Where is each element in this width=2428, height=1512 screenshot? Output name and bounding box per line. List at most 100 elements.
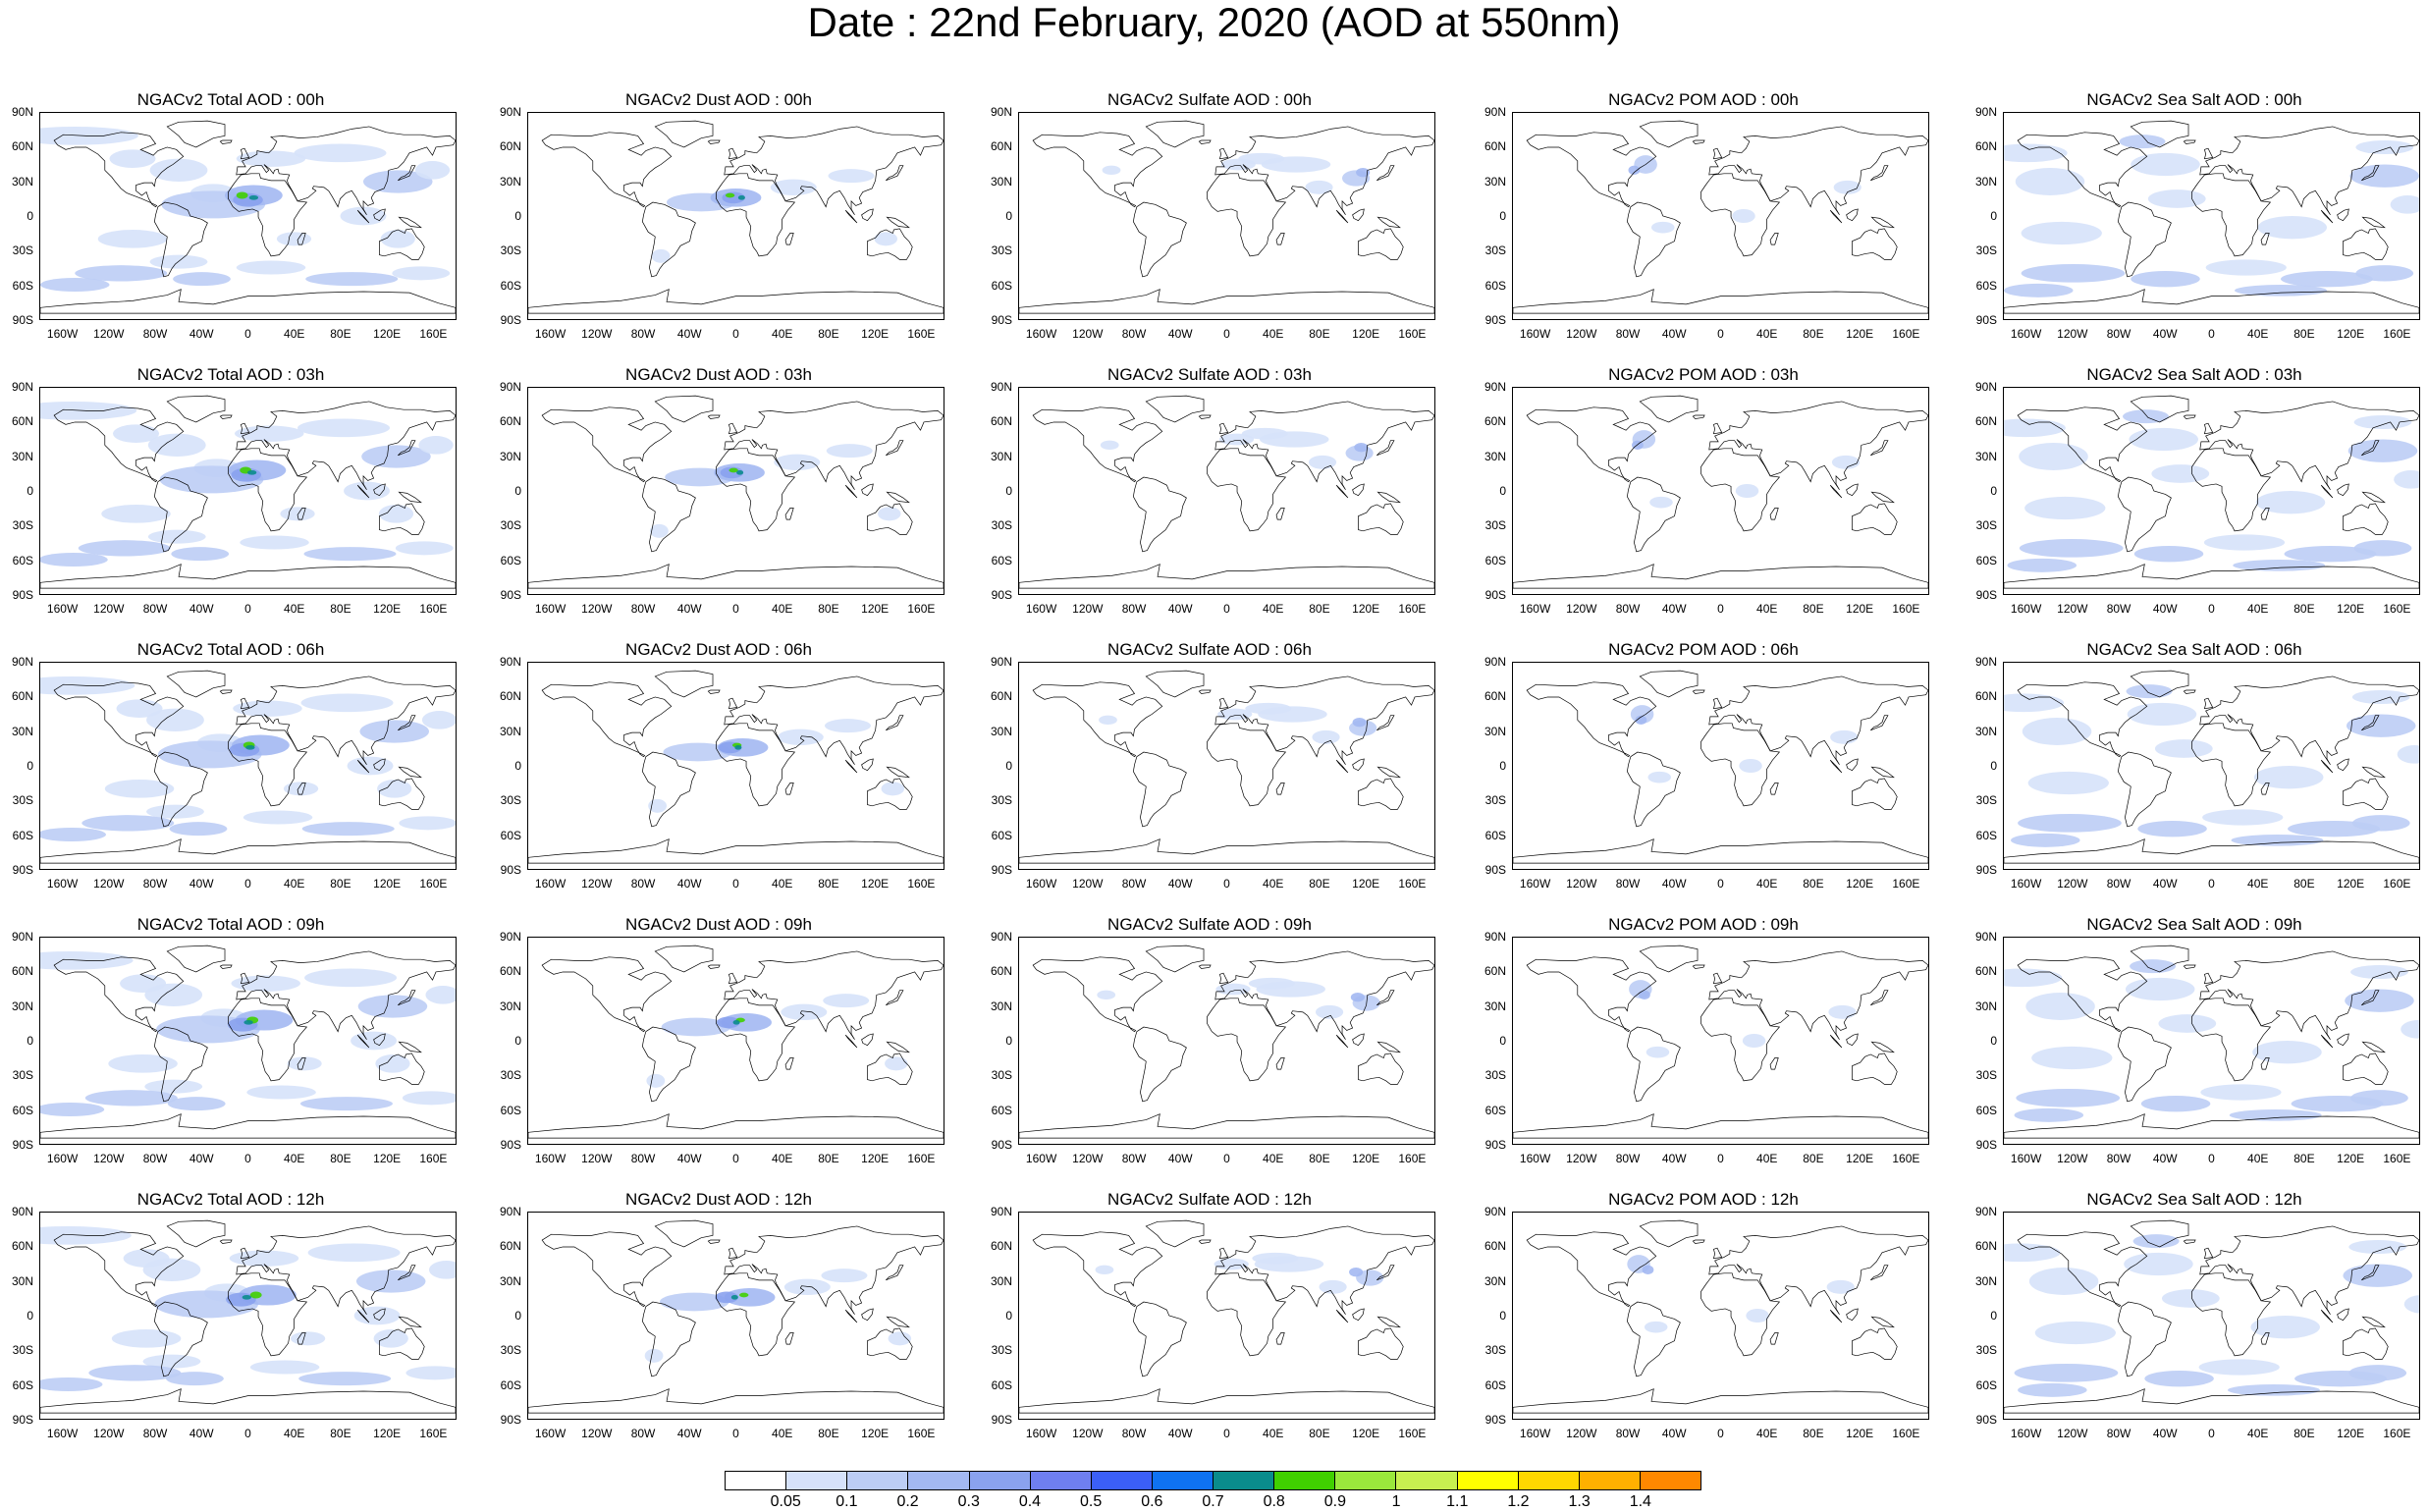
lat-tick-label: 0 — [1990, 209, 1997, 223]
map-plot-area — [2003, 387, 2420, 595]
aod-region — [361, 445, 431, 468]
aod-region — [1245, 702, 1292, 715]
lat-tick-label: 90S — [991, 313, 1012, 327]
aod-region — [301, 822, 395, 837]
aod-region — [1646, 1046, 1670, 1058]
lon-tick-label: 80E — [1803, 327, 1824, 341]
aod-region — [40, 828, 106, 841]
colorbar-box — [1640, 1472, 1700, 1489]
lat-tick-label: 30N — [1484, 999, 1506, 1013]
aod-region — [2253, 766, 2324, 789]
coastline — [1870, 766, 1895, 779]
coastline — [1870, 440, 1889, 457]
coastline — [2130, 670, 2189, 698]
lat-tick-label: 0 — [1990, 759, 1997, 773]
coastline — [1769, 1057, 1779, 1070]
lon-tick-label: 160W — [1519, 602, 1551, 616]
lon-tick-label: 40W — [1661, 1152, 1687, 1165]
coastline — [886, 165, 904, 182]
coastline — [356, 1034, 370, 1049]
lat-tick-label: 90N — [1484, 930, 1506, 944]
lon-tick-label: 80E — [818, 327, 839, 341]
lon-tick-label: 80E — [818, 1427, 839, 1440]
coastline — [1275, 1057, 1285, 1070]
lon-tick-label: 160E — [1398, 1152, 1427, 1165]
lat-tick-label: 90N — [11, 1205, 33, 1218]
map-panel-sulfate-r2: NGACv2 Sulfate AOD : 06h 90N 60N 30N 0 30S 60S… — [979, 640, 1440, 905]
aod-region — [2351, 815, 2410, 832]
colorbar-box — [847, 1472, 909, 1489]
lat-tick-label: 90S — [1484, 863, 1506, 877]
aod-region — [2007, 558, 2077, 572]
colorbar-label: 0.2 — [896, 1493, 919, 1510]
lat-tick-label: 90S — [12, 1138, 33, 1152]
lon-tick-label: 80W — [2106, 602, 2131, 616]
lat-tick-label: 90N — [1484, 655, 1506, 669]
aod-map — [2004, 395, 2419, 589]
lat-tick-label: 60N — [499, 964, 521, 979]
aod-region — [243, 810, 313, 825]
lat-tick-label: 0 — [27, 209, 33, 223]
aod-region — [104, 780, 175, 798]
map-panel-total-r4: NGACv2 Total AOD : 12h 90N 60N 30N 0 30S 60S 90… — [0, 1190, 461, 1455]
coastline — [844, 1309, 858, 1323]
coastline — [2130, 395, 2189, 423]
coastline — [153, 1026, 208, 1103]
lon-tick-label: 160W — [46, 877, 79, 891]
lon-tick-label: 160E — [419, 327, 448, 341]
aod-region — [236, 150, 306, 167]
lat-tick-label: 30N — [1974, 724, 1997, 738]
aod-region — [242, 1295, 252, 1300]
aod-region — [717, 1016, 740, 1029]
lat-tick-label: 30N — [499, 999, 521, 1013]
lon-tick-label: 160E — [1398, 602, 1427, 616]
coastline — [2183, 689, 2196, 694]
aod-region — [283, 782, 319, 796]
coastline — [1218, 972, 1229, 985]
colorbar-box — [1335, 1472, 1397, 1489]
aod-map — [528, 945, 944, 1139]
lon-tick-label: 120E — [2337, 877, 2365, 891]
lat-tick-label: 60S — [1975, 828, 1997, 842]
lat-tick-label: 0 — [514, 1034, 521, 1048]
coastline — [153, 476, 208, 553]
lat-tick-label: 30N — [1974, 174, 1997, 189]
coastline — [1214, 675, 1434, 766]
aod-region — [2202, 809, 2284, 826]
coastline — [1376, 1265, 1395, 1281]
lon-tick-label: 80E — [818, 877, 839, 891]
coastline — [1335, 1309, 1349, 1323]
coastline — [236, 675, 456, 766]
aod-region — [75, 265, 168, 282]
lat-tick-label: 30S — [1484, 518, 1506, 533]
coastline — [2004, 1388, 2419, 1414]
lon-tick-label: 160W — [46, 1427, 79, 1440]
coastline — [373, 208, 386, 222]
aod-region — [663, 742, 732, 762]
lat-tick-label: 90S — [12, 313, 33, 327]
coastline — [1019, 564, 1434, 589]
aod-region — [2132, 1234, 2180, 1249]
lon-tick-label: 0 — [2208, 877, 2215, 891]
lat-tick-label: 0 — [1005, 1034, 1012, 1048]
lon-tick-label: 40E — [1756, 1152, 1778, 1165]
lon-tick-label: 120W — [2057, 602, 2088, 616]
lon-tick-label: 160E — [907, 1427, 936, 1440]
lon-tick-label: 40E — [1756, 602, 1778, 616]
aod-region — [649, 523, 669, 538]
aod-map — [1513, 120, 1928, 314]
coastline — [1019, 1113, 1434, 1139]
aod-region — [888, 1331, 912, 1346]
lat-tick-label: 60N — [499, 1239, 521, 1254]
lat-tick-label: 30S — [991, 243, 1012, 258]
aod-region — [149, 158, 208, 182]
lon-tick-label: 120E — [1846, 602, 1874, 616]
coastline — [724, 1225, 944, 1316]
aod-region — [144, 1079, 203, 1094]
aod-region — [2394, 470, 2419, 489]
aod-region — [2348, 1365, 2407, 1381]
aod-region — [233, 700, 302, 717]
lat-tick-label: 90S — [500, 863, 521, 877]
coastline — [528, 838, 944, 864]
coastline — [1626, 1301, 1681, 1377]
